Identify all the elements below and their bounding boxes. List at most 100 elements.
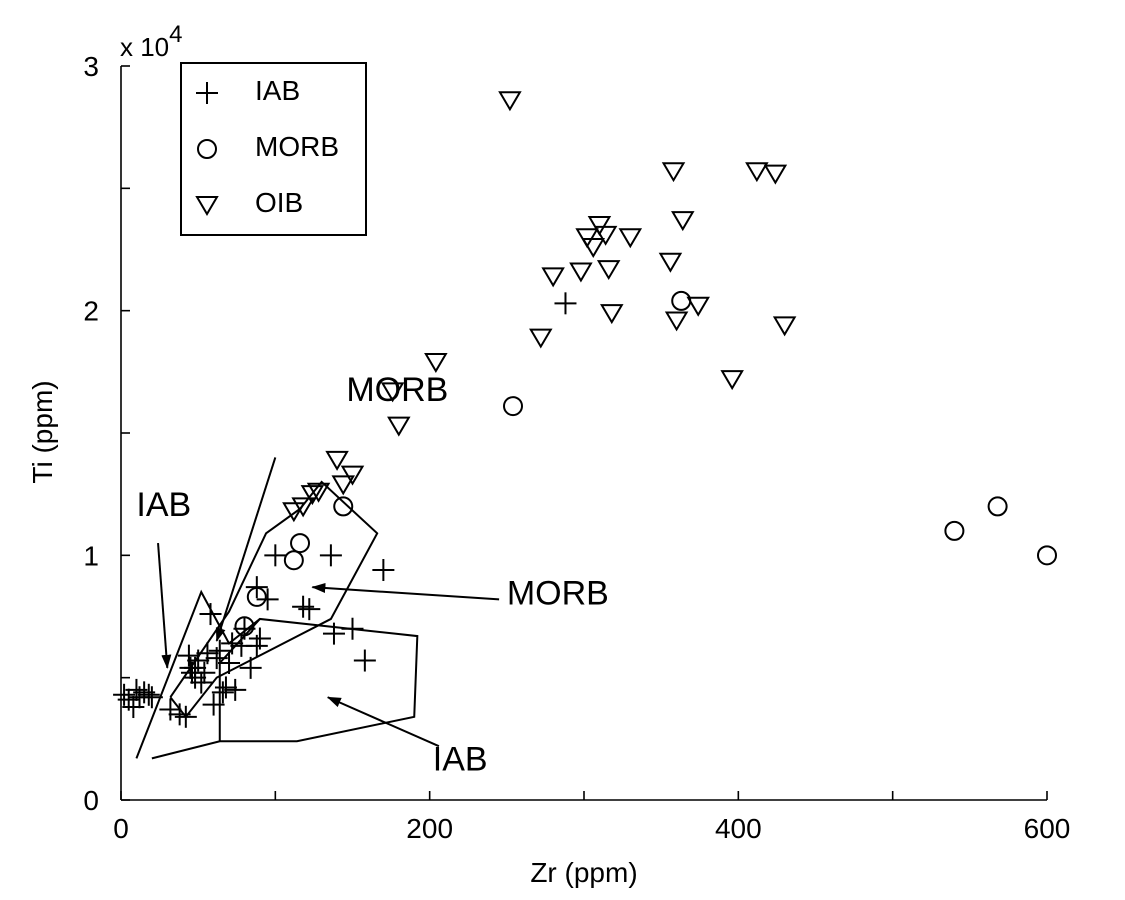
annotation-label: MORB bbox=[346, 371, 448, 409]
legend-marker-morb bbox=[197, 139, 217, 159]
point-oib bbox=[306, 482, 331, 503]
point-iab bbox=[214, 676, 237, 699]
point-iab bbox=[341, 617, 364, 640]
annotation-arrow bbox=[311, 583, 500, 601]
point-iab bbox=[202, 693, 225, 716]
point-iab bbox=[208, 639, 231, 662]
point-oib bbox=[387, 416, 411, 437]
annotations: MORB IAB MORB IAB bbox=[136, 371, 608, 778]
y-multiplier-base: x 10 bbox=[120, 32, 169, 62]
point-iab bbox=[168, 703, 191, 726]
point-oib bbox=[596, 260, 621, 281]
point-iab bbox=[248, 627, 271, 650]
data-points bbox=[113, 91, 1057, 728]
axes: 0 200 400 600 0 1 2 3 bbox=[83, 51, 1070, 844]
point-oib bbox=[575, 228, 599, 249]
point-morb bbox=[987, 496, 1008, 517]
legend-marker-iab bbox=[196, 82, 218, 104]
point-oib bbox=[498, 91, 522, 112]
point-iab bbox=[319, 544, 342, 567]
legend-label-iab: IAB bbox=[255, 75, 300, 106]
point-iab bbox=[211, 681, 234, 704]
point-morb bbox=[333, 496, 354, 517]
point-morb bbox=[246, 586, 267, 607]
y-tick-label: 2 bbox=[83, 296, 99, 327]
point-oib bbox=[745, 162, 769, 183]
point-iab bbox=[256, 588, 279, 611]
point-iab bbox=[372, 559, 395, 582]
point-oib bbox=[300, 485, 325, 506]
legend-label-oib: OIB bbox=[255, 187, 303, 218]
x-tick-label: 0 bbox=[113, 813, 129, 844]
point-oib bbox=[569, 262, 593, 283]
point-oib bbox=[424, 353, 448, 374]
point-oib bbox=[720, 370, 744, 391]
x-tick-label: 200 bbox=[406, 813, 453, 844]
annotation-label: IAB bbox=[136, 486, 191, 524]
x-axis-label: Zr (ppm) bbox=[530, 857, 637, 888]
point-oib bbox=[661, 162, 686, 183]
point-iab bbox=[224, 678, 247, 701]
series-iab bbox=[113, 292, 577, 728]
point-oib bbox=[658, 252, 683, 273]
point-morb bbox=[1037, 545, 1057, 566]
point-oib bbox=[331, 475, 355, 496]
field-boundary-iab bbox=[135, 589, 419, 760]
point-oib bbox=[671, 211, 695, 232]
y-tick-label: 1 bbox=[83, 540, 99, 571]
x-tick-label: 600 bbox=[1024, 813, 1071, 844]
x-tick-label: 400 bbox=[715, 813, 762, 844]
point-iab bbox=[218, 651, 241, 674]
y-axis-label: Ti (ppm) bbox=[27, 380, 58, 483]
point-oib bbox=[581, 238, 606, 259]
point-iab bbox=[190, 671, 213, 694]
point-iab bbox=[196, 642, 219, 665]
point-oib bbox=[340, 465, 365, 486]
annotation-arrow bbox=[215, 457, 277, 642]
field-boundary-morb bbox=[169, 480, 379, 719]
series-oib bbox=[282, 91, 797, 523]
point-oib bbox=[772, 316, 797, 337]
point-iab bbox=[298, 598, 321, 621]
point-oib bbox=[593, 225, 618, 246]
point-oib bbox=[541, 267, 565, 288]
point-iab bbox=[174, 705, 197, 728]
point-oib bbox=[380, 382, 405, 403]
point-oib bbox=[600, 304, 624, 325]
legend-label-morb: MORB bbox=[255, 131, 339, 162]
point-iab bbox=[113, 683, 136, 706]
point-morb bbox=[234, 616, 255, 637]
annotation-label: MORB bbox=[507, 574, 609, 612]
point-morb bbox=[283, 550, 304, 571]
point-iab bbox=[177, 644, 200, 667]
y-multiplier-exponent: 4 bbox=[169, 21, 182, 48]
point-morb bbox=[944, 520, 965, 541]
point-morb bbox=[503, 396, 524, 417]
point-morb bbox=[290, 533, 311, 554]
point-oib bbox=[664, 311, 689, 332]
point-iab bbox=[292, 595, 315, 618]
point-iab bbox=[137, 683, 160, 706]
annotation-arrow bbox=[326, 696, 440, 748]
point-iab bbox=[239, 656, 262, 679]
legend: IAB MORB OIB bbox=[180, 62, 367, 236]
annotation-arrow bbox=[157, 543, 172, 669]
y-tick-label: 0 bbox=[83, 785, 99, 816]
point-oib bbox=[291, 497, 315, 518]
series-morb bbox=[234, 290, 1057, 637]
point-oib bbox=[325, 450, 349, 471]
point-iab bbox=[140, 686, 163, 709]
point-oib bbox=[282, 502, 306, 523]
point-iab bbox=[159, 698, 182, 721]
point-iab bbox=[122, 696, 145, 719]
point-iab bbox=[322, 622, 345, 645]
point-oib bbox=[763, 164, 788, 185]
point-oib bbox=[686, 296, 710, 317]
annotation-label: IAB bbox=[433, 741, 488, 779]
point-morb bbox=[671, 290, 692, 311]
point-oib bbox=[529, 328, 553, 349]
point-iab bbox=[353, 649, 376, 672]
point-iab bbox=[264, 544, 287, 567]
